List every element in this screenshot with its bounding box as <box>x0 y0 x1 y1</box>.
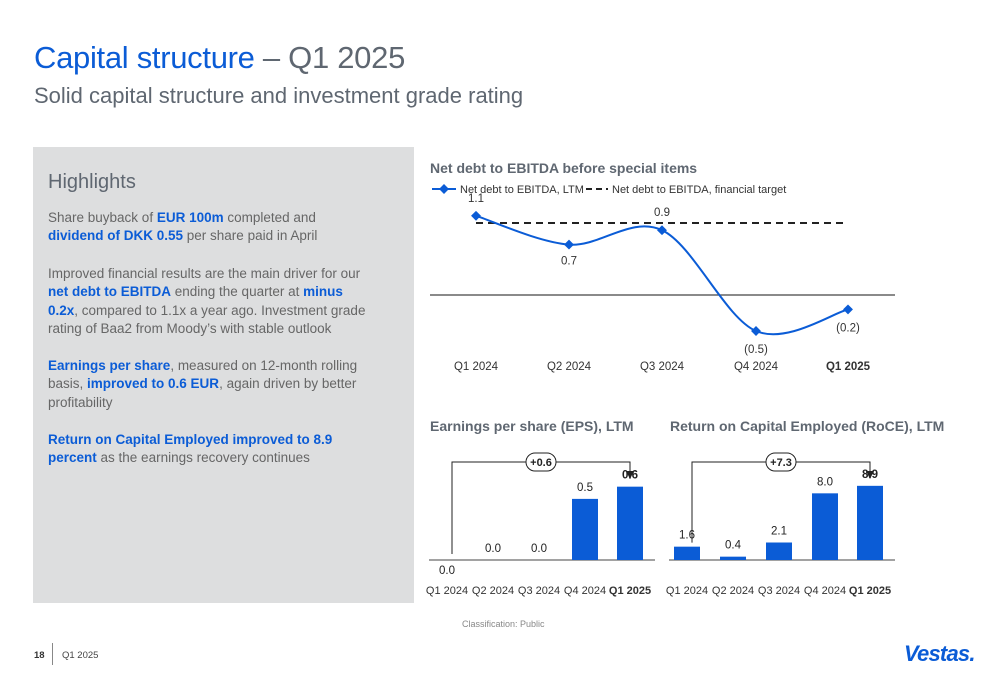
highlight-text: Improved financial results are the main … <box>48 266 361 281</box>
eps-data-label: 0.0 <box>439 565 455 577</box>
ltm-series-line <box>475 214 849 336</box>
legend-marker-swatch <box>439 184 449 194</box>
roce-bar <box>720 556 746 560</box>
highlight-paragraph: Return on Capital Employed improved to 8… <box>48 431 368 468</box>
eps-change-badge <box>525 452 557 472</box>
highlight-text: , compared to 1.1x a year ago. Investmen… <box>48 302 366 337</box>
roce-x-tick-label: Q3 2024 <box>758 585 800 597</box>
roce-data-label: 2.1 <box>771 526 787 538</box>
ltm-data-point <box>843 304 853 315</box>
eps-x-tick-label: Q1 2024 <box>426 585 468 597</box>
vestas-logo: Vestas. <box>904 641 975 666</box>
footer-divider <box>52 643 53 665</box>
roce-data-label: 8.0 <box>817 476 833 488</box>
eps-x-tick-label: Q4 2024 <box>564 585 606 597</box>
roce-x-tick-label: Q2 2024 <box>712 585 754 597</box>
highlight-emphasis: Return on Capital Employed improved to 8… <box>48 432 333 466</box>
roce-chart-title: Return on Capital Employed (RoCE), LTM <box>670 418 945 434</box>
highlight-text: , again driven by better profitability <box>48 376 357 410</box>
roce-bar <box>674 546 700 560</box>
eps-chart-title: Earnings per share (EPS), LTM <box>430 418 634 434</box>
eps-change-bracket <box>451 461 631 554</box>
eps-x-tick-label: Q3 2024 <box>518 585 560 597</box>
x-tick-label: Q1 2025 <box>826 361 871 373</box>
ltm-data-label: (0.5) <box>744 344 768 356</box>
x-tick-label: Q3 2024 <box>640 361 685 373</box>
page-subtitle: Solid capital structure and investment g… <box>34 83 524 108</box>
highlight-paragraph: Share buyback of EUR 100m completed and … <box>48 209 368 246</box>
highlights-heading: Highlights <box>48 171 136 193</box>
ltm-data-point <box>657 225 667 236</box>
roce-change-badge <box>765 452 797 472</box>
ltm-data-point <box>564 239 574 250</box>
highlight-text: Share buyback of <box>48 210 157 225</box>
roce-bar <box>857 485 883 560</box>
ltm-data-label: 0.7 <box>561 256 577 268</box>
roce-bar <box>812 493 838 560</box>
net-debt-chart: Net debt to EBITDA, LTM Net debt to EBITD… <box>430 184 895 373</box>
roce-data-label: 1.6 <box>679 530 695 542</box>
highlight-emphasis: improved to 0.6 EUR <box>87 376 220 392</box>
highlight-emphasis: Earnings per share <box>48 358 171 373</box>
eps-data-label: 0.0 <box>485 543 501 555</box>
roce-data-label: 0.4 <box>725 540 742 552</box>
eps-data-label: 0.0 <box>531 543 547 555</box>
eps-change-label: +0.6 <box>530 457 552 469</box>
x-tick-label: Q4 2024 <box>734 361 779 373</box>
legend-label-ltm: Net debt to EBITDA, LTM <box>460 184 584 196</box>
highlight-text: as the earnings recovery continues <box>96 450 310 466</box>
eps-x-tick-label: Q2 2024 <box>472 585 514 597</box>
highlight-text: per share paid in April <box>183 228 318 244</box>
ltm-data-label: (0.2) <box>836 322 860 334</box>
ltm-data-point <box>751 326 761 336</box>
roce-change-arrow <box>866 471 874 479</box>
x-tick-label: Q1 2024 <box>454 361 499 373</box>
ltm-data-label: 0.9 <box>654 207 670 219</box>
page-title-main: Capital structure <box>34 40 255 75</box>
page-title: Capital structure – Q1 2025 <box>34 40 405 76</box>
highlight-emphasis: EUR 100m <box>156 210 224 225</box>
roce-bar <box>766 542 792 560</box>
eps-data-label: 0.5 <box>577 482 593 494</box>
roce-x-tick-label: Q1 2024 <box>666 585 708 597</box>
footer-period: Q1 2025 <box>62 650 99 661</box>
roce-x-tick-label: Q4 2024 <box>804 585 846 597</box>
eps-x-tick-label: Q1 2025 <box>609 585 651 597</box>
eps-change-arrow <box>626 471 634 479</box>
roce-change-label: +7.3 <box>770 457 792 469</box>
highlight-text: ending the quarter at <box>171 284 304 300</box>
highlight-emphasis: net debt to EBITDA <box>48 284 171 300</box>
highlight-emphasis: dividend of DKK 0.55 <box>48 228 184 244</box>
highlight-text: completed and <box>223 210 316 225</box>
page-title-period: – Q1 2025 <box>254 40 406 75</box>
eps-bar <box>617 486 643 560</box>
highlight-paragraph: Improved financial results are the main … <box>48 265 368 339</box>
eps-bar <box>572 498 598 560</box>
highlights-panel: Highlights Share buyback of EUR 100m com… <box>33 147 414 603</box>
x-tick-label: Q2 2024 <box>547 361 592 373</box>
classification-label: Classification: Public <box>462 619 545 629</box>
page-number: 18 <box>34 650 45 661</box>
highlight-emphasis: minus 0.2x <box>48 284 343 318</box>
legend-label-target: Net debt to EBITDA, financial target <box>612 184 786 196</box>
highlight-paragraph: Earnings per share, measured on 12-month… <box>48 357 368 412</box>
net-debt-chart-title: Net debt to EBITDA before special items <box>430 160 698 176</box>
roce-x-tick-label: Q1 2025 <box>849 585 891 597</box>
ltm-data-label: 1.1 <box>468 193 484 205</box>
highlight-text: , measured on 12-month rolling basis, <box>48 358 358 392</box>
ltm-data-point <box>471 210 481 221</box>
